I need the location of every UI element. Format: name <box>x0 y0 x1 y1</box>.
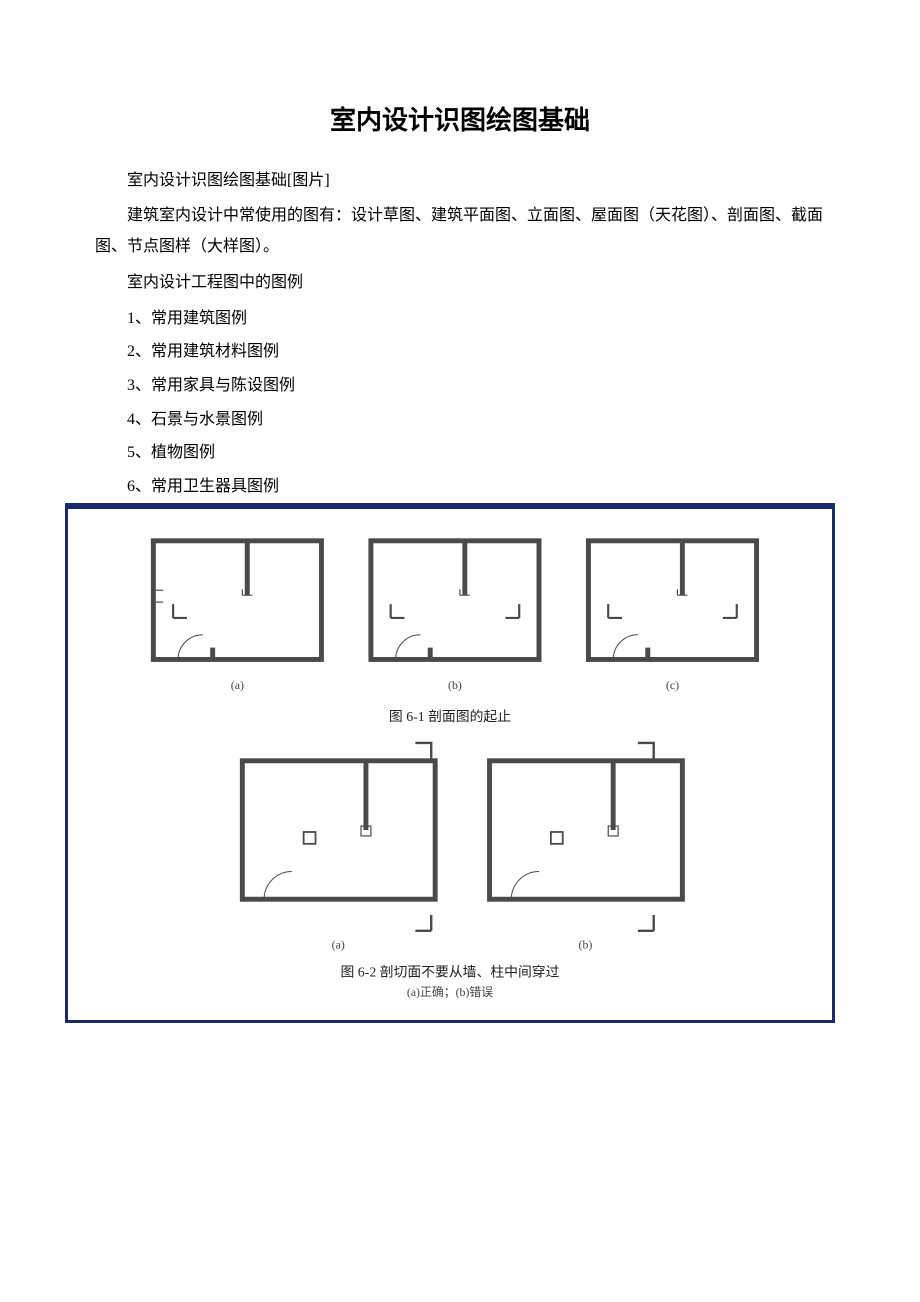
fig1-label-c: (c) <box>666 678 679 692</box>
intro-para-1: 室内设计识图绘图基础[图片] <box>95 165 825 196</box>
fig1-label-b: (b) <box>448 678 462 692</box>
figure-6-1: (a) (b) (c) 图 6-1 剖面图的起止 <box>94 523 806 741</box>
list-item-3: 3、常用家具与陈设图例 <box>95 369 825 403</box>
intro-para-2: 建筑室内设计中常使用的图有：设计草图、建筑平面图、立面图、屋面图（天花图）、剖面… <box>95 200 825 262</box>
intro-para-3: 室内设计工程图中的图例 <box>95 267 825 298</box>
figure-6-2: (a) (b) 图 6-2 剖切面不要从墙、柱中间穿过 (a)正确；(b)错误 <box>94 741 806 1008</box>
fig2-caption: 图 6-2 剖切面不要从墙、柱中间穿过 <box>341 964 560 979</box>
list-item-6: 6、常用卫生器具图例 <box>95 470 825 504</box>
fig2-label-a: (a) <box>332 938 345 952</box>
list-item-4: 4、石景与水景图例 <box>95 403 825 437</box>
list-item-2: 2、常用建筑材料图例 <box>95 335 825 369</box>
doc-title: 室内设计识图绘图基础 <box>95 100 825 137</box>
fig1-caption: 图 6-1 剖面图的起止 <box>389 709 511 724</box>
figure-frame: (a) (b) (c) 图 6-1 剖面图的起止 <box>65 503 835 1023</box>
fig2-subcaption: (a)正确；(b)错误 <box>407 985 493 999</box>
list-item-1: 1、常用建筑图例 <box>95 302 825 336</box>
fig2-label-b: (b) <box>579 938 593 952</box>
list-item-5: 5、植物图例 <box>95 436 825 470</box>
fig1-label-a: (a) <box>231 678 244 692</box>
